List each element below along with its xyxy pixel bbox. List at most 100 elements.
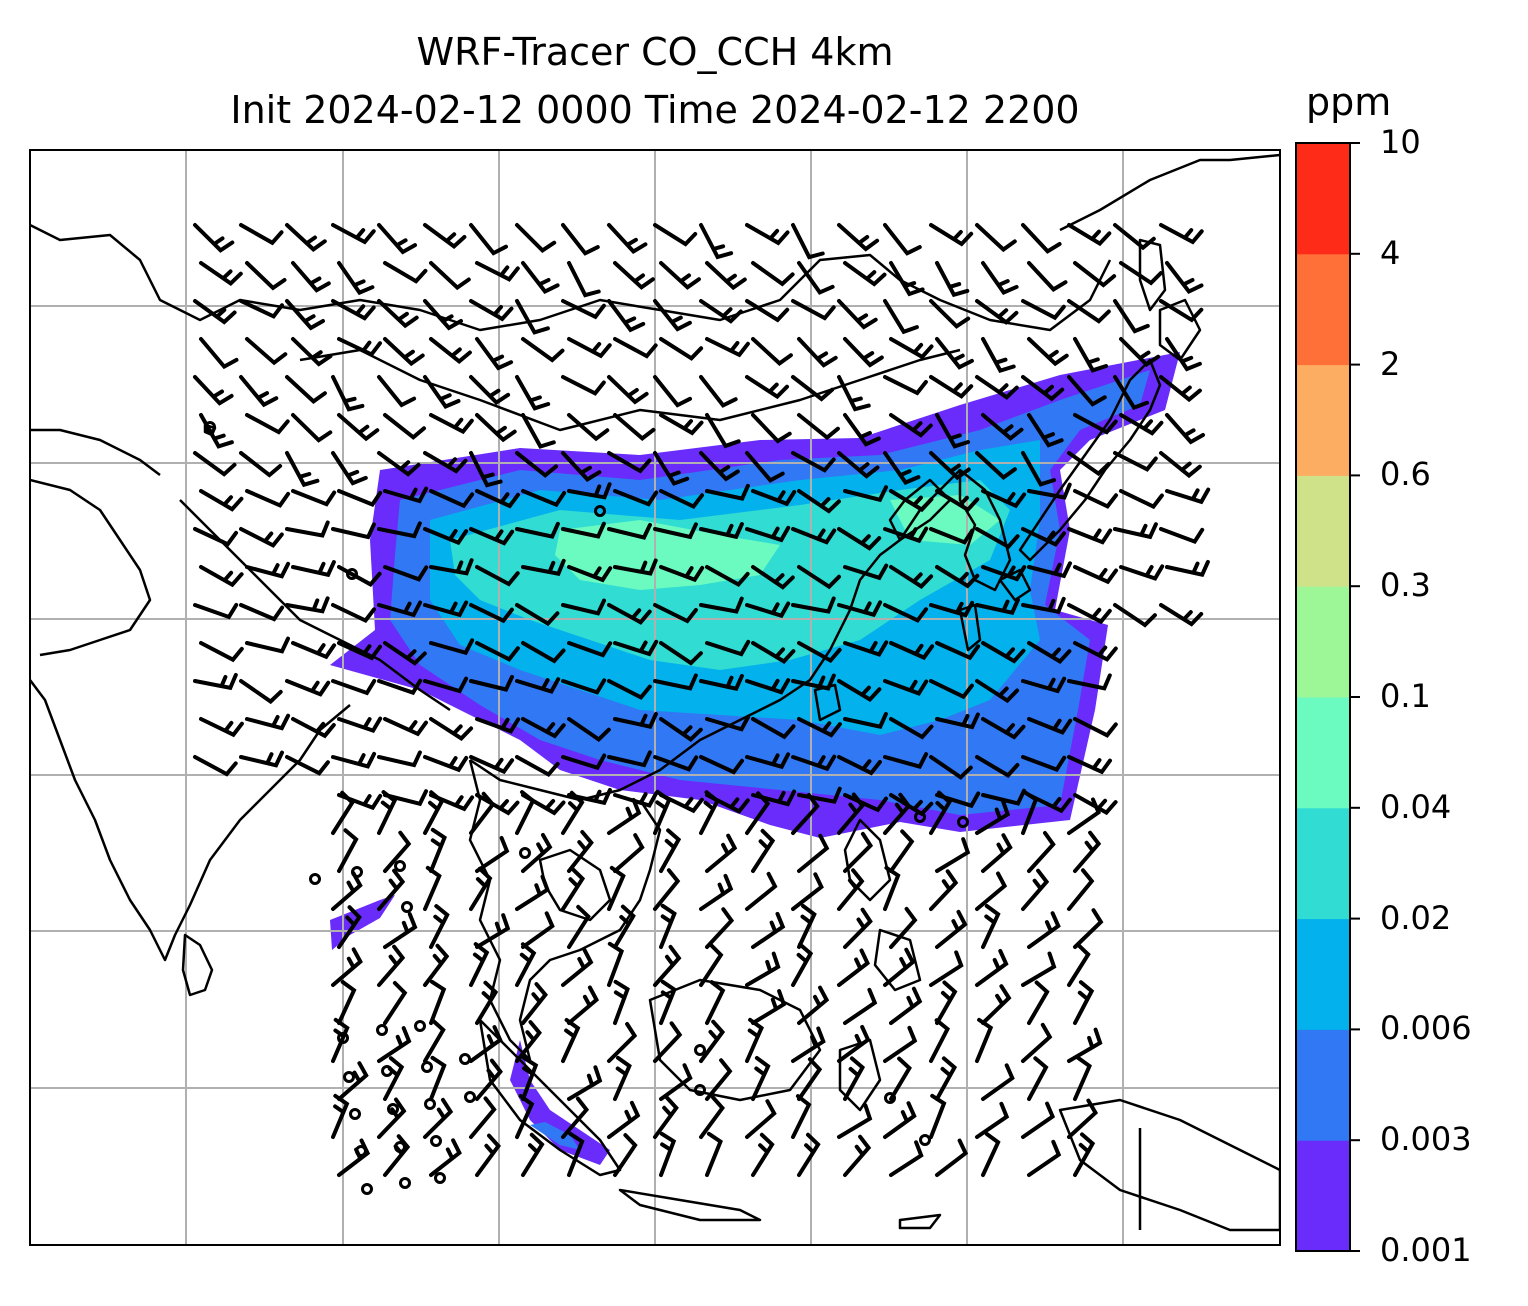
wind-barb <box>1021 1022 1053 1063</box>
wind-barb <box>613 337 658 359</box>
wind-barb <box>653 673 698 691</box>
wind-barb <box>567 1065 603 1101</box>
wind-barb <box>1119 337 1161 367</box>
wind-barb <box>469 791 496 835</box>
wind-barb <box>889 1140 924 1177</box>
wind-barb <box>889 261 925 297</box>
wind-barb <box>843 563 889 581</box>
wind-barb <box>193 603 239 620</box>
wind-barb <box>613 833 645 873</box>
calm-circle <box>349 1108 361 1120</box>
wind-barb <box>843 1056 866 1101</box>
wind-barb <box>567 261 601 298</box>
wind-barb <box>889 906 918 949</box>
wind-barb <box>521 641 566 664</box>
wind-barb <box>1113 299 1150 334</box>
wind-barb <box>837 600 883 618</box>
wind-barb <box>377 521 422 539</box>
wind-barb <box>245 713 291 731</box>
wind-barb <box>1067 375 1107 407</box>
wind-barb <box>981 565 1027 582</box>
calm-circle <box>387 1103 399 1115</box>
wind-barb <box>567 904 591 949</box>
calm-circle <box>394 860 406 872</box>
wind-barb <box>613 558 658 576</box>
wind-barb <box>837 948 871 987</box>
wind-barb <box>291 560 336 578</box>
wind-barb <box>1067 1027 1103 1063</box>
wind-barb <box>975 1101 1010 1139</box>
calm-circle <box>430 1135 442 1147</box>
colorbar-tick-label: 4 <box>1380 233 1401 272</box>
wind-barb <box>613 904 636 949</box>
wind-barb <box>1067 868 1095 911</box>
colorbar-tick-label: 2 <box>1380 344 1401 383</box>
wind-barb <box>843 712 888 730</box>
wind-barb <box>975 223 1017 253</box>
wind-barb <box>515 874 550 911</box>
wind-barb <box>423 865 442 911</box>
wind-barb <box>429 904 450 949</box>
wind-barb <box>331 375 365 412</box>
wind-barb <box>1073 1055 1092 1101</box>
wind-barb <box>567 482 612 500</box>
wind-barb <box>607 941 625 987</box>
java <box>618 1188 762 1222</box>
map-subtitle: Init 2024-02-12 0000 Time 2024-02-12 220… <box>230 88 1080 132</box>
wind-barb <box>1021 676 1067 694</box>
wind-barb <box>935 980 958 1025</box>
wind-barb <box>423 943 450 987</box>
new-guinea <box>1058 1098 1280 1232</box>
plume-blob-south-inner <box>530 1122 580 1150</box>
wind-barb <box>561 947 594 987</box>
wind-barb <box>239 451 283 478</box>
wind-barb <box>981 1132 1001 1177</box>
wind-barb <box>751 717 796 740</box>
wind-barb <box>239 223 284 246</box>
wind-barb <box>1021 868 1050 911</box>
wind-barb <box>285 679 331 697</box>
wind-barb <box>1073 261 1117 288</box>
calm-circle <box>394 1141 406 1153</box>
wind-barb <box>423 451 468 474</box>
wind-barb <box>423 676 469 694</box>
wind-barb <box>291 489 337 507</box>
philippines-luzon <box>843 818 892 902</box>
wind-barb <box>337 716 383 734</box>
wind-barb <box>291 337 333 367</box>
wind-barb <box>705 980 726 1025</box>
wind-barb <box>607 797 642 835</box>
wind-barb <box>383 413 426 440</box>
wind-barb <box>239 679 283 705</box>
wind-barb <box>515 521 560 539</box>
wind-barb <box>659 903 677 949</box>
wind-barb <box>751 489 797 507</box>
wind-barb <box>607 603 652 625</box>
wind-barb <box>383 830 412 873</box>
wind-barb <box>423 1018 446 1063</box>
wind-barb <box>843 337 884 368</box>
wind-barb <box>975 949 1009 987</box>
wind-barb <box>745 951 781 987</box>
wind-barb <box>745 678 791 695</box>
wind-barb <box>705 1058 733 1101</box>
afghan-border <box>30 478 152 657</box>
wind-barb <box>377 790 398 835</box>
wind-barb <box>285 223 327 252</box>
wind-barb <box>1159 451 1202 479</box>
wind-barb <box>521 558 566 576</box>
colorbar-tick-label: 0.6 <box>1380 455 1431 494</box>
wind-barb <box>383 641 427 666</box>
wind-barb <box>331 1093 350 1139</box>
wind-barb <box>613 712 658 730</box>
wind-barb <box>837 527 882 551</box>
wind-barb <box>791 527 837 545</box>
wind-barb <box>515 1094 535 1139</box>
wind-barb <box>929 527 975 545</box>
wind-barb <box>607 679 652 700</box>
wind-barb <box>1027 482 1072 500</box>
wind-barb <box>929 451 971 481</box>
wind-barb <box>981 904 1001 949</box>
wind-barb <box>515 299 550 335</box>
wind-barb <box>1073 830 1102 873</box>
